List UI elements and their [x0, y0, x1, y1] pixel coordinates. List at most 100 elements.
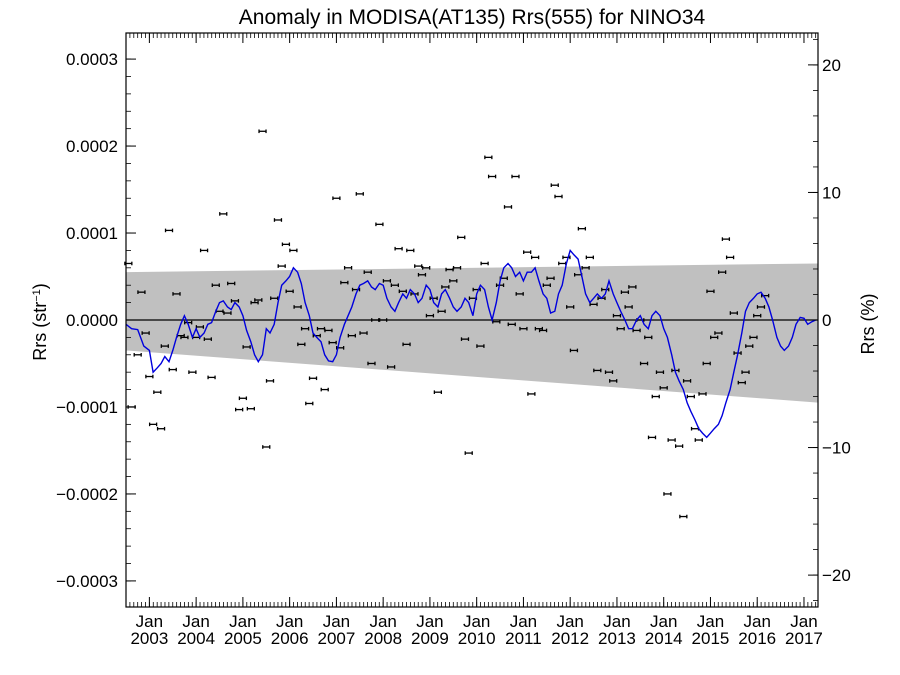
data-point [293, 305, 302, 309]
x-tick-year: 2003 [130, 629, 168, 648]
data-point [133, 352, 142, 357]
data-point [160, 344, 169, 348]
data-point [273, 218, 283, 222]
data-point [289, 248, 298, 253]
data-point [721, 237, 731, 241]
data-point [679, 514, 688, 519]
data-point [258, 129, 267, 134]
data-point [601, 287, 610, 292]
right-tick-label: −20 [822, 566, 851, 585]
data-point [542, 283, 551, 288]
data-point [300, 326, 310, 331]
data-point [741, 370, 750, 374]
left-tick-label: 0.0000 [66, 311, 118, 330]
data-point [425, 313, 435, 318]
data-point [145, 374, 154, 379]
data-point [363, 270, 372, 274]
x-tick-month: Jan [603, 612, 630, 631]
data-point [519, 326, 528, 331]
chart-title: Anomaly in MODISA(AT135) Rrs(555) for NI… [239, 6, 706, 29]
plot-area: 0.0003 0.0002 0.0001 0.0000 −0.0001 −0.0002 −0… [56, 32, 851, 648]
data-point [265, 379, 275, 383]
data-point [647, 435, 657, 440]
x-tick-month: Jan [369, 612, 396, 631]
x-tick-month: Jan [136, 612, 163, 631]
x-tick-month: Jan [744, 612, 771, 631]
data-point [725, 255, 735, 260]
x-tick-year: 2017 [785, 629, 823, 648]
data-point [156, 426, 166, 431]
data-point [285, 289, 294, 294]
data-point [609, 379, 618, 383]
data-point [729, 311, 738, 315]
data-point [628, 285, 637, 289]
data-point [433, 390, 443, 394]
data-point [219, 212, 228, 216]
data-point [698, 392, 707, 396]
data-point [367, 361, 376, 366]
x-tick-month: Jan [510, 612, 537, 631]
data-point [422, 266, 431, 270]
data-point [717, 270, 727, 274]
smoothed-line [125, 248, 816, 439]
data-point [375, 222, 384, 227]
x-tick-year: 2006 [271, 629, 309, 648]
data-point [620, 290, 630, 294]
x-tick-year: 2015 [692, 629, 730, 648]
x-tick-year: 2016 [738, 629, 776, 648]
data-point [246, 406, 255, 411]
data-point [203, 337, 212, 341]
data-point [235, 407, 244, 412]
data-point [484, 155, 493, 160]
x-tick-month: Jan [323, 612, 350, 631]
left-tick-label: −0.0002 [56, 485, 118, 504]
right-tick-label: 0 [822, 311, 831, 330]
data-point [632, 328, 641, 333]
data-point [737, 380, 746, 385]
data-point [714, 331, 723, 335]
data-point [437, 309, 446, 314]
data-point [581, 266, 590, 270]
data-point [530, 255, 540, 260]
data-point [480, 261, 489, 266]
data-point [756, 305, 766, 309]
data-point [612, 313, 622, 318]
right-tick-label: −10 [822, 439, 851, 458]
data-point [137, 290, 146, 294]
data-point [577, 226, 587, 231]
data-point [523, 250, 532, 254]
data-point [616, 326, 625, 331]
data-point [172, 292, 181, 296]
data-point [593, 368, 602, 373]
x-tick-year: 2014 [645, 629, 683, 648]
data-point [343, 266, 353, 270]
data-point [659, 386, 668, 390]
data-point [550, 183, 559, 187]
data-point [227, 281, 236, 286]
data-point [332, 196, 341, 201]
data-point [644, 335, 653, 340]
data-point [398, 289, 407, 294]
data-point [566, 305, 575, 309]
data-point [569, 348, 579, 353]
data-point [694, 438, 703, 442]
data-point [511, 174, 520, 179]
data-point [604, 370, 614, 374]
x-tick-month: Jan [650, 612, 677, 631]
x-tick-month: Jan [182, 612, 209, 631]
data-point [558, 261, 567, 266]
data-point [449, 279, 458, 283]
data-point [457, 235, 466, 240]
x-tick-month: Jan [790, 612, 817, 631]
data-point [308, 376, 318, 381]
data-point [639, 361, 649, 366]
data-point [379, 318, 388, 322]
left-tick-label: −0.0001 [56, 398, 118, 417]
x-tick-month: Jan [556, 612, 583, 631]
data-point [199, 248, 209, 253]
x-tick-year: 2007 [317, 629, 355, 648]
data-point [690, 426, 700, 431]
data-point [223, 311, 232, 315]
x-tick-year: 2004 [177, 629, 215, 648]
data-point [340, 280, 349, 285]
